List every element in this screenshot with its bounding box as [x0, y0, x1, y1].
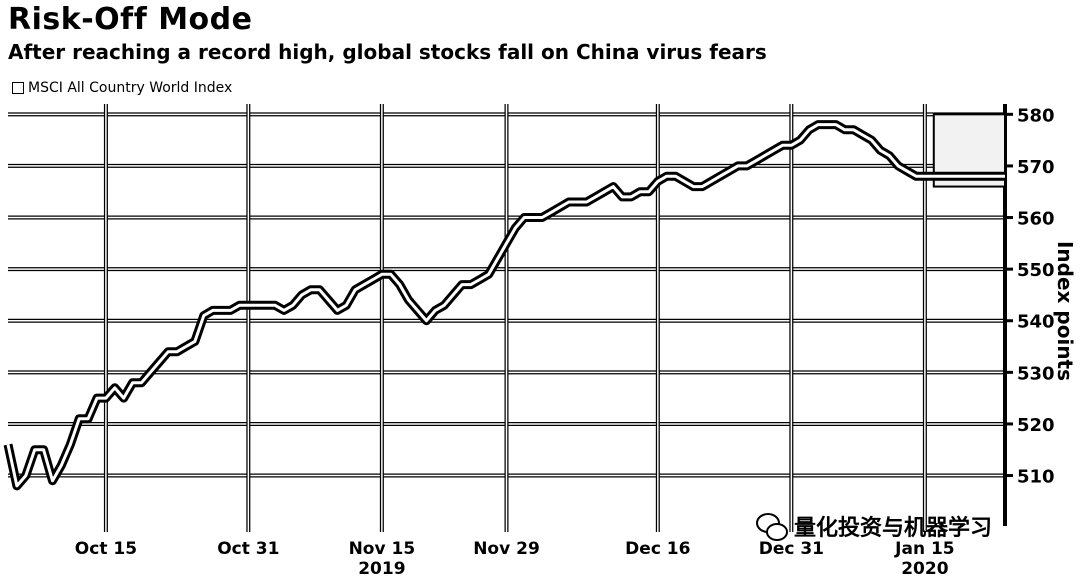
- tick-label-x: Oct 31: [217, 539, 279, 559]
- watermark-text: 量化投资与机器学习: [794, 516, 993, 541]
- tick-label-y: 580: [1017, 105, 1055, 126]
- tick-label-x-year: 2019: [358, 559, 405, 579]
- tick-label-x: Nov 15: [349, 539, 416, 559]
- legend: MSCI All Country World Index: [12, 80, 232, 96]
- tick-label-x: Nov 29: [473, 539, 540, 559]
- tick-label-x: Dec 31: [759, 539, 824, 559]
- tick-label-y: 560: [1017, 209, 1055, 230]
- legend-label: MSCI All Country World Index: [28, 80, 233, 96]
- tick-label-x: Dec 16: [625, 539, 690, 559]
- tick-label-y: 550: [1017, 260, 1055, 281]
- tick-label-y: 510: [1017, 467, 1055, 488]
- legend-swatch: [12, 82, 24, 94]
- watermark: 量化投资与机器学习: [756, 510, 992, 542]
- tick-label-y: 520: [1017, 415, 1055, 436]
- series-line: [6, 123, 1005, 488]
- tick-label-x-year: 2020: [901, 559, 948, 579]
- tick-label-x: Oct 15: [75, 539, 137, 559]
- tick-label-y: 570: [1017, 157, 1055, 178]
- chart-title: Risk-Off Mode: [8, 2, 253, 37]
- tick-label-y: 540: [1017, 312, 1055, 333]
- y-axis-label: Index points: [1053, 241, 1077, 381]
- chart-subtitle: After reaching a record high, global sto…: [8, 40, 767, 64]
- tick-label-y: 530: [1017, 363, 1055, 384]
- wechat-icon: [756, 511, 788, 541]
- tick-label-x: Jan 15: [894, 539, 954, 559]
